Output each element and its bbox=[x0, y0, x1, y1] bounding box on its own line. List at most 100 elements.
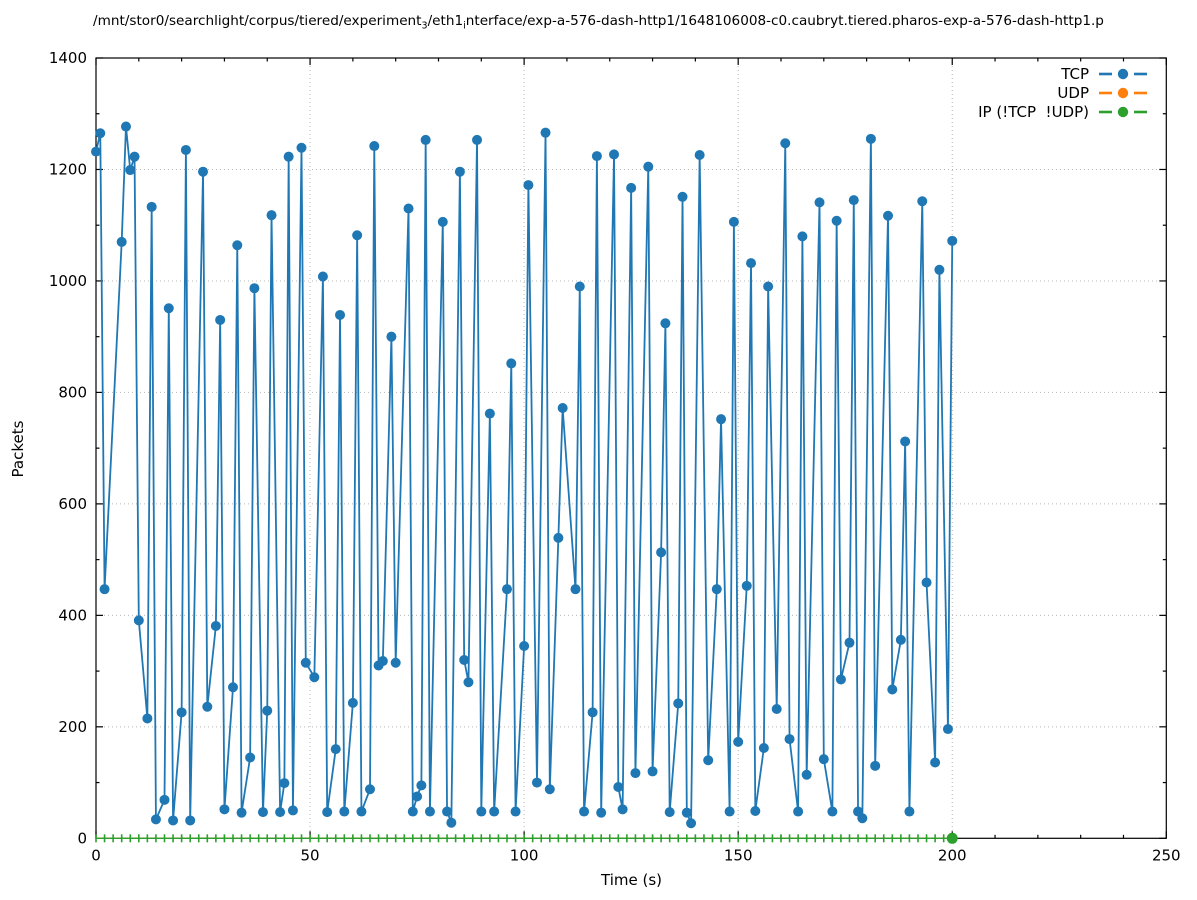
tcp-data-point bbox=[780, 138, 791, 149]
chart-title-sub2: i bbox=[463, 20, 466, 32]
tcp-data-point bbox=[741, 580, 752, 591]
tcp-data-point bbox=[574, 281, 585, 292]
tcp-data-point bbox=[489, 806, 500, 817]
tcp-data-point bbox=[677, 191, 688, 202]
tcp-data-point bbox=[459, 654, 470, 665]
svg-text:1200: 1200 bbox=[49, 160, 87, 178]
chart-title-seg3: nterface/exp-a-576-dash-http1/1648106008… bbox=[465, 13, 1104, 29]
legend-item-tcp: TCP bbox=[978, 64, 1147, 83]
tcp-data-point bbox=[758, 743, 769, 754]
legend-item-ip: IP (!TCP !UDP) bbox=[978, 102, 1147, 121]
tcp-data-point bbox=[553, 532, 564, 543]
tcp-data-point bbox=[865, 133, 876, 144]
tcp-data-point bbox=[579, 806, 590, 817]
tcp-data-point bbox=[746, 258, 757, 269]
tcp-data-point bbox=[219, 804, 230, 815]
svg-text:800: 800 bbox=[58, 383, 87, 401]
tcp-data-point bbox=[617, 804, 628, 815]
tcp-data-point bbox=[724, 806, 735, 817]
tcp-data-point bbox=[472, 134, 483, 145]
tcp-data-point bbox=[163, 303, 174, 314]
tcp-data-point bbox=[947, 235, 958, 246]
tcp-data-point bbox=[168, 815, 179, 826]
tcp-data-point bbox=[91, 146, 101, 157]
tcp-data-point bbox=[784, 734, 795, 745]
chart-title-seg1: /mnt/stor0/searchlight/corpus/tiered/exp… bbox=[93, 13, 422, 29]
svg-text:200: 200 bbox=[58, 718, 87, 736]
chart-title-sub1: 3 bbox=[421, 20, 428, 32]
svg-text:600: 600 bbox=[58, 495, 87, 513]
tcp-data-point bbox=[403, 203, 414, 214]
tcp-data-point bbox=[364, 784, 375, 795]
tcp-data-point bbox=[647, 766, 658, 777]
tcp-data-point bbox=[801, 769, 812, 780]
tcp-data-point bbox=[257, 807, 268, 818]
tcp-data-point bbox=[386, 331, 397, 342]
tcp-data-point bbox=[643, 161, 654, 172]
tcp-data-point bbox=[125, 165, 136, 176]
svg-text:400: 400 bbox=[58, 606, 87, 624]
legend-sample-tcp-icon bbox=[1099, 68, 1147, 79]
tcp-data-point bbox=[454, 166, 465, 177]
tcp-data-point bbox=[446, 817, 457, 828]
tcp-data-point bbox=[942, 724, 953, 735]
tcp-data-point bbox=[831, 215, 842, 226]
x-tick-labels: 0 50 100 150 200 250 bbox=[91, 846, 1180, 864]
tcp-data-point bbox=[609, 149, 620, 160]
tcp-data-point bbox=[531, 777, 542, 788]
tcp-data-point bbox=[416, 780, 427, 791]
tcp-data-point bbox=[904, 806, 915, 817]
tcp-data-point bbox=[917, 196, 928, 207]
tcp-data-point bbox=[510, 806, 521, 817]
tcp-data-point bbox=[116, 236, 127, 247]
tcp-data-point bbox=[673, 698, 684, 709]
tcp-data-point bbox=[236, 807, 247, 818]
tcp-data-point bbox=[523, 180, 534, 191]
tcp-data-point bbox=[198, 166, 209, 177]
tcp-data-point bbox=[377, 656, 388, 667]
tcp-data-point bbox=[848, 195, 859, 206]
svg-text:0: 0 bbox=[77, 829, 87, 847]
x-axis-label: Time (s) bbox=[601, 871, 662, 889]
ip-series bbox=[95, 832, 958, 844]
tcp-data-point bbox=[728, 216, 739, 227]
tcp-data-point bbox=[686, 818, 697, 829]
tcp-data-point bbox=[883, 210, 894, 221]
tcp-data-point bbox=[797, 231, 808, 242]
tcp-data-point bbox=[681, 807, 692, 818]
legend-item-udp: UDP bbox=[978, 83, 1147, 102]
chart-title-seg2: /eth1 bbox=[427, 13, 464, 29]
tcp-data-point bbox=[352, 230, 363, 241]
tcp-data-point bbox=[266, 210, 277, 221]
svg-text:1000: 1000 bbox=[49, 272, 87, 290]
tcp-data-point bbox=[420, 134, 431, 145]
tcp-data-point bbox=[300, 657, 311, 668]
tcp-data-point bbox=[95, 128, 106, 139]
svg-text:50: 50 bbox=[301, 846, 320, 864]
tcp-data-point bbox=[501, 584, 512, 595]
tcp-data-point bbox=[703, 755, 714, 766]
svg-text:0: 0 bbox=[91, 846, 101, 864]
tcp-data-point bbox=[771, 703, 782, 714]
tcp-data-point bbox=[921, 577, 932, 588]
tcp-data-point bbox=[887, 684, 898, 695]
tcp-data-point bbox=[159, 794, 170, 805]
legend-sample-udp-icon bbox=[1099, 87, 1147, 98]
legend: TCP UDP IP (!TCP !UDP) bbox=[978, 64, 1147, 121]
tcp-data-point bbox=[835, 674, 846, 685]
tcp-data-point bbox=[934, 264, 945, 275]
tcp-data-point bbox=[442, 806, 453, 817]
tcp-data-point bbox=[287, 805, 298, 816]
tcp-data-point bbox=[463, 677, 474, 688]
tcp-data-point bbox=[146, 201, 157, 212]
svg-text:150: 150 bbox=[724, 846, 753, 864]
tcp-data-point bbox=[814, 197, 825, 208]
tcp-data-point bbox=[660, 318, 671, 329]
tcp-data-point bbox=[484, 408, 495, 419]
legend-sample-ip-icon bbox=[1099, 106, 1147, 117]
svg-text:250: 250 bbox=[1152, 846, 1181, 864]
tcp-data-point bbox=[283, 151, 294, 162]
tcp-data-point bbox=[626, 182, 637, 193]
tcp-data-point bbox=[763, 281, 774, 292]
